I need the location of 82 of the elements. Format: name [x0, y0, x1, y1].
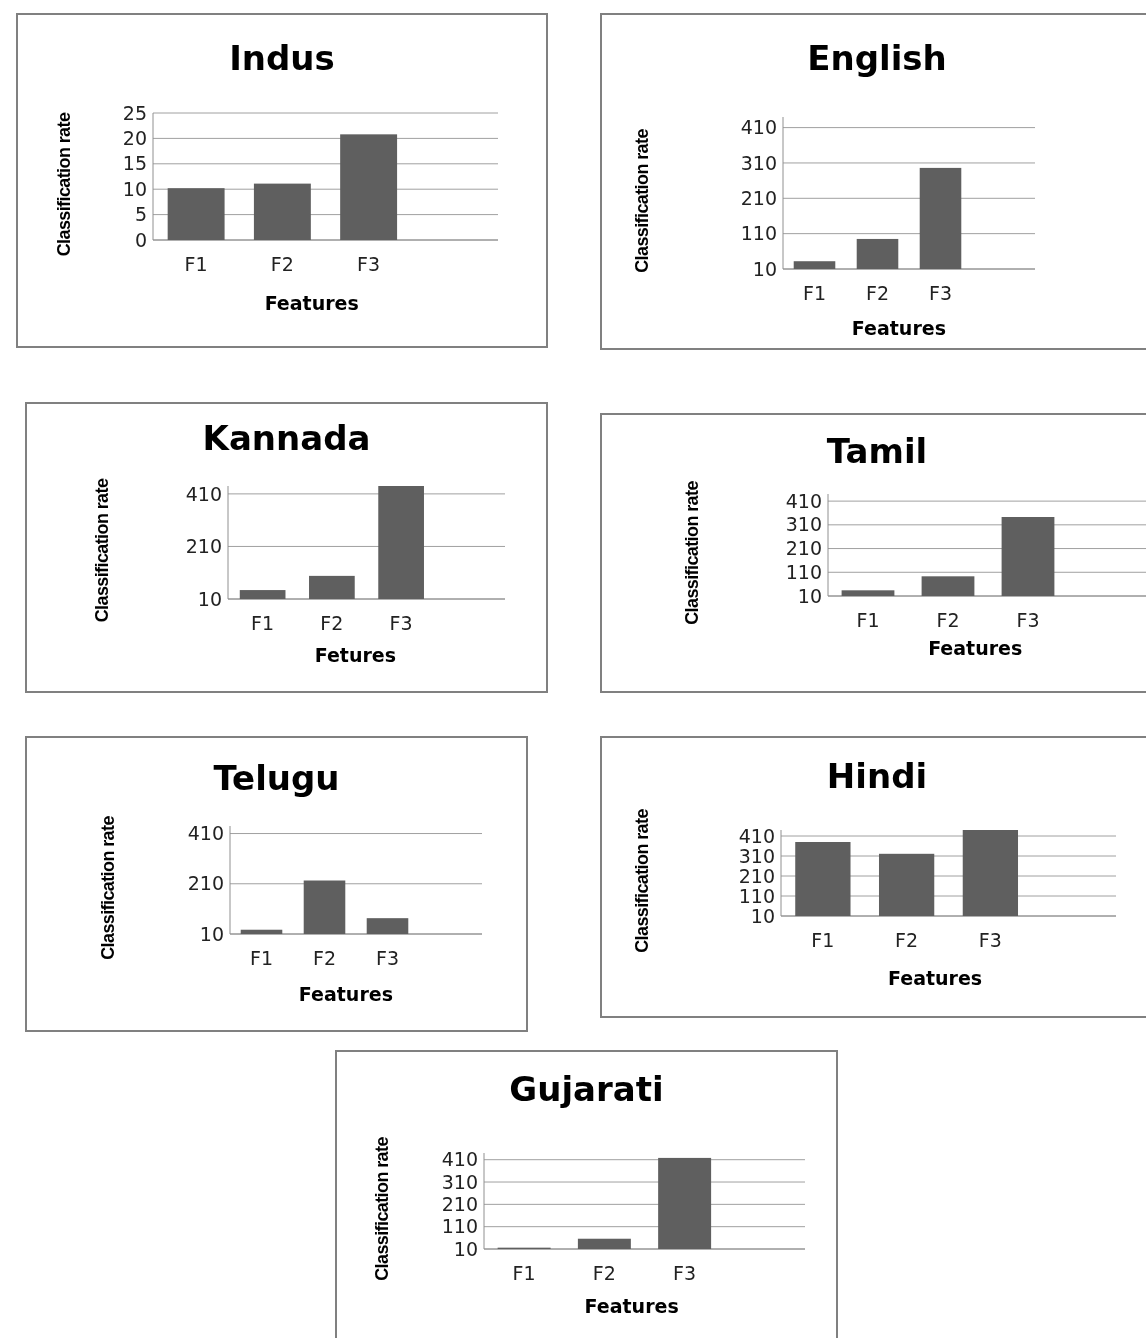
- x-tick-label: F1: [811, 929, 835, 951]
- x-tick-label: F3: [375, 947, 400, 969]
- x-tick-label: F1: [856, 609, 880, 631]
- y-tick-label: 310: [740, 151, 777, 174]
- y-tick-label: 0: [134, 228, 147, 251]
- x-tick-label: F2: [312, 947, 337, 969]
- y-tick-label: 210: [785, 537, 822, 560]
- x-tick-label: F1: [802, 282, 827, 304]
- y-axis-title: Classification rate: [98, 815, 118, 960]
- y-tick-label: 410: [785, 489, 822, 512]
- bar: [878, 853, 935, 916]
- x-axis-title: Fetures: [314, 644, 397, 666]
- y-tick-label: 310: [441, 1170, 478, 1193]
- y-tick-label: 410: [738, 824, 775, 847]
- y-tick-label: 410: [185, 482, 222, 505]
- y-tick-label: 210: [740, 186, 777, 209]
- y-tick-label: 210: [738, 864, 775, 887]
- y-tick-label: 10: [750, 904, 775, 927]
- y-axis-title: Classification rate: [632, 808, 652, 953]
- chart-title: Kannada: [202, 418, 371, 458]
- bar: [577, 1238, 631, 1249]
- y-tick-label: 15: [122, 152, 147, 175]
- x-tick-label: F2: [936, 609, 960, 631]
- y-tick-label: 110: [441, 1215, 478, 1238]
- y-axis-title: Classification rate: [632, 128, 652, 273]
- y-tick-label: 110: [740, 222, 777, 245]
- x-tick-label: F1: [184, 253, 208, 275]
- y-tick-label: 10: [199, 922, 224, 945]
- x-tick-label: F1: [249, 947, 274, 969]
- y-tick-label: 110: [738, 884, 775, 907]
- bar: [658, 1157, 712, 1249]
- x-tick-label: F2: [270, 253, 294, 275]
- x-tick-label: F2: [895, 929, 919, 951]
- bar: [795, 842, 851, 916]
- y-tick-label: 210: [185, 535, 222, 558]
- x-tick-label: F3: [928, 282, 953, 304]
- x-axis-title: Features: [888, 967, 983, 989]
- x-tick-label: F3: [389, 612, 413, 634]
- y-axis-title: Classification rate: [92, 478, 112, 623]
- y-tick-label: 110: [785, 560, 822, 583]
- x-axis-title: Features: [264, 292, 359, 314]
- x-axis-title: Features: [584, 1295, 679, 1317]
- chart-title: Gujarati: [509, 1069, 664, 1109]
- bar: [167, 188, 225, 240]
- y-tick-label: 410: [187, 822, 224, 845]
- y-tick-label: 10: [752, 257, 777, 280]
- x-axis-title: Features: [928, 637, 1023, 659]
- x-tick-label: F2: [592, 1262, 616, 1284]
- y-tick-label: 5: [134, 203, 147, 226]
- x-axis-title: Features: [298, 983, 393, 1005]
- chart-title: Tamil: [826, 431, 928, 471]
- y-axis-title: Classification rate: [372, 1136, 392, 1281]
- x-axis-title: Features: [851, 317, 946, 339]
- y-tick-label: 310: [738, 844, 775, 867]
- bar: [253, 183, 311, 240]
- x-tick-label: F2: [320, 612, 344, 634]
- y-tick-label: 310: [785, 513, 822, 536]
- y-tick-label: 10: [797, 584, 822, 607]
- y-tick-label: 20: [122, 127, 147, 150]
- x-tick-label: F1: [512, 1262, 536, 1284]
- bar: [962, 830, 1019, 916]
- y-tick-label: 10: [122, 177, 147, 200]
- x-tick-label: F3: [673, 1262, 697, 1284]
- x-tick-label: F1: [251, 612, 275, 634]
- chart-title: Hindi: [826, 756, 928, 796]
- y-tick-label: 10: [197, 587, 222, 610]
- y-tick-label: 410: [441, 1148, 478, 1171]
- y-tick-label: 25: [122, 101, 147, 124]
- x-tick-label: F3: [978, 929, 1002, 951]
- x-tick-label: F3: [357, 253, 381, 275]
- x-tick-label: F3: [1016, 609, 1040, 631]
- x-tick-label: F2: [865, 282, 890, 304]
- y-tick-label: 210: [441, 1193, 478, 1215]
- chart-title: Indus: [229, 38, 335, 78]
- y-tick-label: 10: [453, 1237, 478, 1260]
- chart-title: English: [807, 38, 947, 78]
- chart-title: Telugu: [213, 758, 340, 798]
- bar: [340, 134, 398, 240]
- y-tick-label: 410: [740, 116, 777, 139]
- y-axis-title: Classification rate: [54, 112, 74, 257]
- y-axis-title: Classification rate: [682, 480, 702, 625]
- y-tick-label: 210: [187, 872, 224, 895]
